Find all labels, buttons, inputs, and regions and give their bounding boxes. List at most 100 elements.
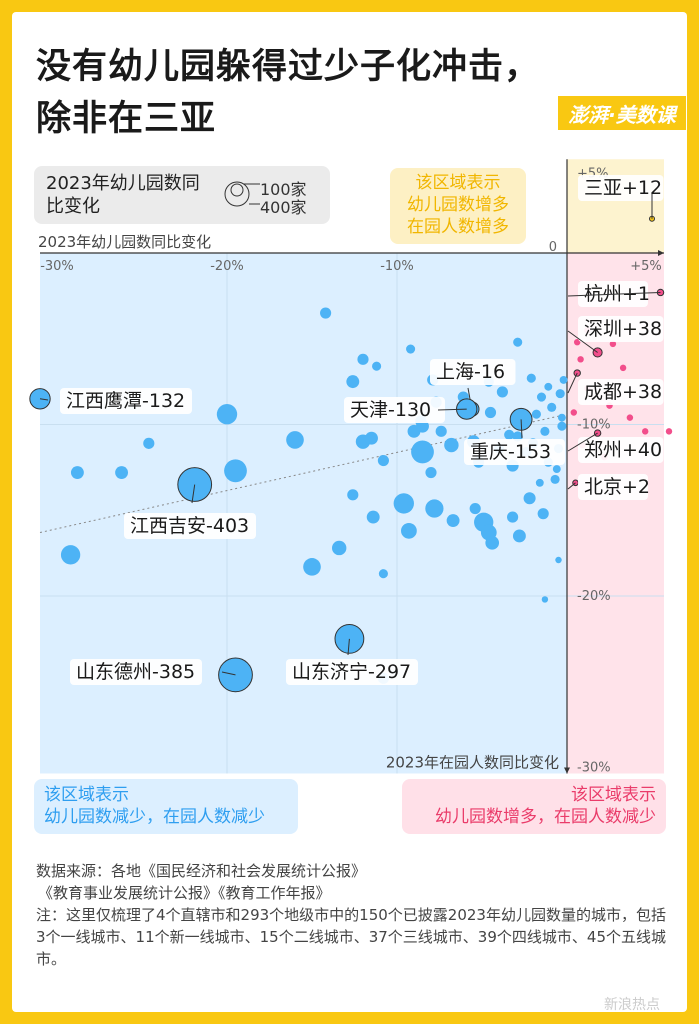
point-label-bg: [70, 659, 202, 685]
data-point: [541, 596, 549, 603]
data-point: [70, 466, 84, 479]
data-point: [550, 474, 560, 484]
y-tick-label: -30%: [577, 761, 611, 776]
data-point: [425, 466, 437, 479]
data-point: [626, 414, 634, 421]
data-point: [406, 344, 416, 354]
data-point: [60, 545, 81, 565]
data-point: [366, 510, 380, 524]
point-label: 成都+38: [584, 381, 662, 403]
data-point: [115, 466, 129, 479]
data-point: [536, 392, 547, 402]
data-point: [544, 382, 553, 391]
leader-line: [437, 408, 467, 411]
point-label-bg: [124, 513, 256, 539]
data-point: [557, 421, 567, 431]
y-axis-arrow: [564, 767, 570, 774]
data-point: [216, 404, 238, 425]
point-label: 天津-130: [350, 399, 431, 421]
point-label: 郑州+40: [584, 439, 662, 461]
data-point: [378, 569, 388, 579]
data-point: [507, 511, 519, 523]
data-point: [555, 556, 562, 564]
point-label-bg: [578, 474, 648, 500]
zone-pink-line2: 幼儿园数增多，在园人数减少: [435, 807, 656, 827]
y-tick-label: 0: [549, 240, 557, 255]
data-point: [435, 425, 447, 437]
x-tick-label: -10%: [380, 259, 414, 274]
data-point: [523, 492, 536, 505]
data-point: [665, 428, 673, 435]
point-label-bg: [430, 359, 516, 385]
x-axis-label: 2023年幼儿园数同比变化: [38, 233, 211, 251]
leader-line: [567, 291, 661, 297]
data-point: [555, 389, 565, 399]
data-point: [496, 386, 508, 398]
source-note: 数据来源：各地《国民经济和社会发展统计公报》 《教育事业发展统计公报》《教育工作…: [36, 860, 668, 970]
data-point: [303, 558, 321, 576]
legend-title: 2023年幼儿园数同比变化: [46, 173, 200, 217]
data-point: [570, 409, 578, 416]
point-label: 北京+2: [584, 476, 650, 498]
size-legend-circles: [224, 181, 260, 207]
data-point: [573, 338, 581, 346]
point-label-bg: [344, 397, 445, 423]
data-point: [609, 340, 617, 348]
data-point: [446, 514, 460, 527]
data-point: [425, 499, 444, 518]
point-label-bg: [60, 388, 192, 414]
point-label: 山东济宁-297: [292, 661, 411, 683]
data-point: [393, 493, 414, 514]
y-axis-label: 2023年在园人数同比变化: [386, 754, 559, 772]
data-point: [552, 465, 561, 474]
leader-line: [39, 398, 49, 401]
data-point: [485, 536, 500, 550]
zone-blue-line1: 该区域表示: [44, 785, 129, 805]
leader-line: [191, 484, 196, 504]
data-point: [372, 361, 382, 371]
point-label: 山东德州-385: [76, 661, 195, 683]
source-line1: 数据来源：各地《国民经济和社会发展统计公报》: [36, 862, 367, 880]
data-point: [401, 522, 417, 539]
zone-yellow-line2: 幼儿园数增多: [407, 195, 509, 215]
zone-yellow-line3: 在园人数增多: [407, 217, 509, 237]
zone-bg-blue: [40, 253, 567, 774]
y-tick-label: -10%: [577, 418, 611, 433]
data-point: [365, 431, 378, 445]
data-point: [531, 409, 541, 419]
point-label: 江西鹰潭-132: [66, 390, 185, 412]
data-point: [484, 406, 497, 419]
point-label: 三亚+12: [584, 177, 662, 199]
zone-blue-line2: 幼儿园数减少，在园人数减少: [44, 807, 265, 827]
data-point: [540, 426, 550, 436]
data-point: [577, 356, 584, 363]
data-point: [286, 431, 304, 449]
data-point: [619, 364, 627, 372]
point-label: 深圳+38: [584, 318, 662, 340]
zone-note-blue: 该区域表示 幼儿园数减少，在园人数减少: [34, 779, 298, 834]
page-title-line1: 没有幼儿园躲得过少子化冲击，: [36, 47, 541, 87]
data-point: [526, 373, 536, 383]
data-point: [641, 428, 649, 435]
leader-line: [567, 372, 578, 394]
data-point: [347, 489, 359, 501]
zone-note-pink: 该区域表示 幼儿园数增多，在园人数减少: [402, 779, 666, 834]
point-label-bg: [464, 439, 565, 465]
point-label-bg: [578, 437, 664, 463]
point-label-bg: [286, 659, 418, 685]
watermark: 新浪热点: [604, 997, 660, 1013]
leader-line: [567, 482, 576, 490]
legend-size-100: 100家: [260, 180, 307, 199]
data-point: [377, 454, 389, 467]
point-label-bg: [578, 379, 664, 405]
source-line2: 《教育事业发展统计公报》《教育工作年报》: [38, 884, 331, 902]
data-point: [411, 440, 434, 464]
data-point: [357, 353, 369, 365]
leader-line: [567, 330, 598, 353]
y-tick-label: -20%: [577, 589, 611, 604]
zone-note-yellow: 该区域表示 幼儿园数增多 在园人数增多: [390, 168, 526, 244]
data-point: [535, 478, 544, 487]
leader-line: [567, 432, 598, 452]
data-point: [143, 437, 155, 449]
